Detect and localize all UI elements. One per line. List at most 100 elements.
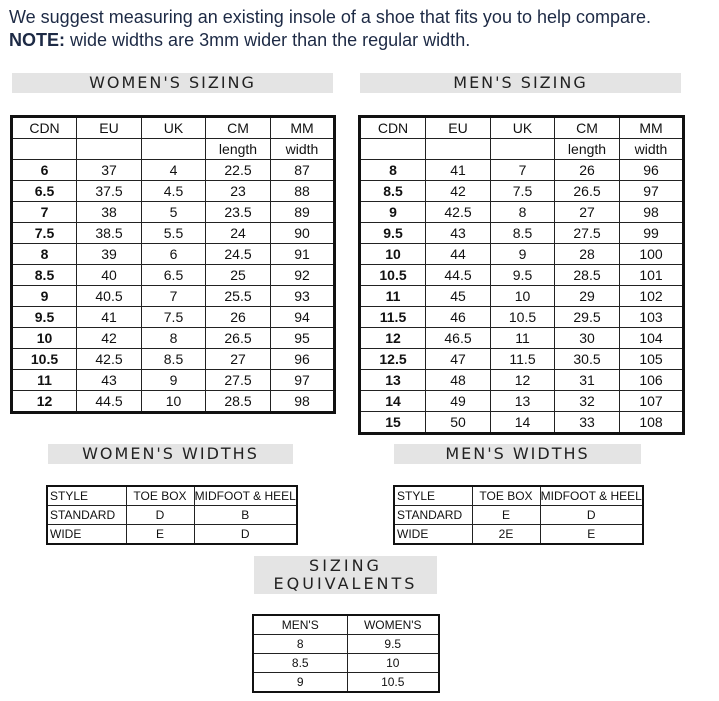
cell: 107 (619, 390, 684, 412)
cell: 49 (425, 390, 491, 412)
cell (425, 138, 491, 160)
header-row: CDN EU UK CM MM (11, 116, 335, 139)
row: 10.5 44.5 9.5 28.5 101 (359, 264, 684, 286)
cell: 7.5 (490, 180, 555, 202)
cell: 46 (425, 306, 491, 328)
cell: 24 (205, 222, 271, 244)
header-row: CDN EU UK CM MM (359, 116, 684, 139)
cell: 28 (554, 243, 620, 265)
cell: 8.5 (252, 653, 348, 673)
cell: 11.5 (490, 348, 555, 370)
cell: 41 (425, 159, 491, 181)
cell: 9 (11, 285, 77, 307)
cell: 102 (619, 285, 684, 307)
table: STYLE TOE BOX MIDFOOT & HEEL STANDARD E D WIDE… (393, 485, 644, 545)
row: 8 39 6 24.5 91 (11, 243, 335, 265)
cell: TOE BOX (471, 485, 541, 506)
section-title: SIZING EQUIVALENTS (254, 556, 437, 594)
table-body: CDN EU UK CM MM length width 6 37 4 22.5 87 6.5 37.5 4… (11, 116, 335, 413)
cell: 98 (619, 201, 684, 223)
cell: 12.5 (359, 348, 426, 370)
row: 6 37 4 22.5 87 (11, 159, 335, 181)
row: 6.5 37.5 4.5 23 88 (11, 180, 335, 202)
cell: 8.5 (11, 264, 77, 286)
cell: MEN'S (252, 614, 348, 635)
section-title: WOMEN'S SIZING (12, 73, 333, 93)
cell: EU (425, 116, 491, 139)
cell: 10.5 (490, 306, 555, 328)
cell: 4 (141, 159, 206, 181)
row: WIDE E D (46, 524, 298, 545)
row: 14 49 13 32 107 (359, 390, 684, 412)
cell: STYLE (46, 485, 127, 506)
note-label: NOTE: (9, 30, 65, 50)
note: NOTE: wide widths are 3mm wider than the… (9, 29, 651, 52)
cell: 5 (141, 201, 206, 223)
cell: 6 (11, 159, 77, 181)
row: 11.5 46 10.5 29.5 103 (359, 306, 684, 328)
cell: 9.5 (490, 264, 555, 286)
cell: MIDFOOT & HEEL (539, 485, 644, 506)
section-title: MEN'S SIZING (360, 73, 681, 93)
table: MEN'S WOMEN'S 8 9.5 8.5 10 9 10.5 (252, 614, 440, 693)
cell: WOMEN'S (346, 614, 440, 635)
cell: 23 (205, 180, 271, 202)
cell: 26.5 (205, 327, 271, 349)
intro-line: We suggest measuring an existing insole … (9, 7, 652, 27)
row: 9 42.5 8 27 98 (359, 201, 684, 223)
cell: 42 (76, 327, 142, 349)
cell: 7.5 (11, 222, 77, 244)
row: 8 9.5 (252, 634, 440, 654)
table-body: MEN'S WOMEN'S 8 9.5 8.5 10 9 10.5 (252, 614, 440, 693)
section-title: WOMEN'S WIDTHS (48, 444, 293, 464)
cell: 96 (270, 348, 335, 370)
cell: 6 (141, 243, 206, 265)
cell: 106 (619, 369, 684, 391)
cell: 29 (554, 285, 620, 307)
table: CDN EU UK CM MM length width 8 41 7 26 96 8.5 42 7.5 26… (358, 115, 685, 435)
cell: 44 (425, 243, 491, 265)
cell: 39 (76, 243, 142, 265)
cell: E (539, 524, 644, 545)
cell: D (539, 505, 644, 525)
cell: 8 (490, 201, 555, 223)
cell: 2E (471, 524, 541, 545)
row: 12 46.5 11 30 104 (359, 327, 684, 349)
cell: 11 (11, 369, 77, 391)
cell: 50 (425, 411, 491, 434)
cell: 93 (270, 285, 335, 307)
cell: 27 (205, 348, 271, 370)
cell: UK (490, 116, 555, 139)
cell: 8.5 (359, 180, 426, 202)
cell: MIDFOOT & HEEL (193, 485, 298, 506)
cell: 8 (359, 159, 426, 181)
cell: D (125, 505, 195, 525)
cell: E (471, 505, 541, 525)
cell: 7 (11, 201, 77, 223)
cell: 4.5 (141, 180, 206, 202)
cell: 42 (425, 180, 491, 202)
cell: 45 (425, 285, 491, 307)
cell: 12 (11, 390, 77, 413)
cell: 10 (490, 285, 555, 307)
cell: E (125, 524, 195, 545)
cell: 10.5 (11, 348, 77, 370)
cell: STANDARD (393, 505, 473, 525)
cell: 37.5 (76, 180, 142, 202)
cell: 6.5 (141, 264, 206, 286)
cell: 26.5 (554, 180, 620, 202)
cell: 108 (619, 411, 684, 434)
cell: 25 (205, 264, 271, 286)
cell: 94 (270, 306, 335, 328)
row: 8 41 7 26 96 (359, 159, 684, 181)
cell: STYLE (393, 485, 473, 506)
row: 7.5 38.5 5.5 24 90 (11, 222, 335, 244)
section-title: MEN'S WIDTHS (394, 444, 641, 464)
cell: 41 (76, 306, 142, 328)
cell: 8.5 (490, 222, 555, 244)
cell: 9.5 (359, 222, 426, 244)
cell: 10 (359, 243, 426, 265)
cell: length (205, 138, 271, 160)
cell: 44.5 (425, 264, 491, 286)
